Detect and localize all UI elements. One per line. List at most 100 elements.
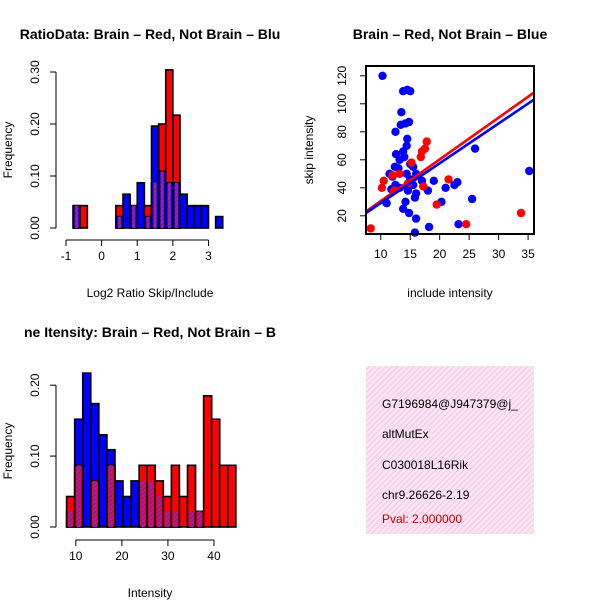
intensity-scatter-xlabel: include intensity — [407, 286, 492, 300]
bar-overlap — [197, 511, 202, 527]
y-tick-label: 100 — [335, 93, 349, 113]
bar-overlap — [146, 216, 150, 228]
bar-overlap — [75, 205, 79, 228]
bar-overlap — [92, 480, 97, 527]
p-value: Pval: 2.000000 — [382, 512, 462, 526]
bar-overlap — [141, 480, 146, 527]
point-blue — [396, 120, 405, 129]
point-red — [444, 175, 453, 184]
bar-blue — [122, 193, 131, 229]
y-tick-label: 120 — [335, 65, 349, 85]
bar-red — [178, 495, 189, 528]
ratio-histogram-ylabel: Frequency — [1, 122, 15, 179]
y-tick-label: 20 — [335, 209, 349, 223]
bar-blue — [130, 480, 140, 528]
x-tick-label: 35 — [521, 247, 535, 261]
bar-overlap — [174, 182, 178, 228]
point-blue — [404, 117, 414, 127]
gene-name: C030018L16Rik — [382, 458, 469, 472]
ratio-histogram-axes: -1 0 1 2 3 0.00 0.10 0.20 0.30 — [28, 60, 212, 263]
point-blue — [424, 222, 434, 232]
x-tick-label: -1 — [61, 249, 72, 263]
bar-blue — [98, 434, 108, 528]
bar-overlap — [117, 216, 121, 228]
bar-red — [226, 464, 237, 528]
point-red — [388, 171, 397, 180]
ratio-histogram: RatioData: Brain – Red, Not Brain – Blu … — [1, 26, 280, 300]
x-tick-label: 25 — [462, 247, 476, 261]
bar-overlap — [68, 511, 73, 527]
ratio-histogram-xlabel: Log2 Ratio Skip/Include — [87, 286, 214, 300]
ratio-histogram-bars — [72, 69, 224, 229]
point-blue — [401, 197, 410, 206]
bar-blue — [193, 204, 203, 229]
bar-overlap — [153, 182, 157, 228]
point-red — [432, 200, 441, 209]
y-tick-label: 0.10 — [28, 164, 42, 188]
point-blue — [403, 134, 412, 143]
point-blue — [450, 180, 459, 190]
x-tick-label: 40 — [207, 549, 221, 563]
point-blue — [395, 155, 404, 164]
y-tick-label: 40 — [335, 181, 349, 195]
bar-overlap — [167, 182, 171, 228]
point-blue — [391, 127, 400, 136]
x-tick-label: 15 — [404, 247, 418, 261]
x-tick-label: 20 — [115, 549, 129, 563]
bar-overlap — [76, 465, 81, 527]
y-tick-label: 0.10 — [28, 444, 42, 468]
y-tick-label: 0.00 — [28, 515, 42, 539]
y-tick-label: 0.00 — [28, 216, 42, 240]
intensity-scatter-axes: 10 15 20 25 30 35 20 40 60 80 100 120 — [335, 65, 535, 261]
point-red — [407, 158, 416, 167]
point-blue — [410, 228, 420, 237]
bar-overlap — [132, 205, 136, 228]
point-red — [377, 183, 387, 192]
point-blue — [429, 176, 438, 185]
point-red — [516, 208, 526, 218]
fit-line-red — [365, 91, 535, 213]
bar-overlap — [173, 511, 178, 527]
point-blue — [398, 87, 408, 96]
intensity-histogram-ylabel: Frequency — [1, 423, 15, 480]
point-blue — [470, 144, 480, 153]
bar-blue — [81, 372, 92, 528]
intensity-histogram-title: ne Itensity: Brain – Red, Not Brain – B — [24, 324, 276, 340]
point-red — [366, 224, 375, 233]
point-blue — [378, 71, 387, 81]
x-tick-label: 10 — [69, 549, 83, 563]
bar-blue — [214, 215, 224, 229]
point-red — [379, 176, 388, 185]
info-panel-background — [366, 366, 534, 534]
bar-overlap — [189, 511, 194, 527]
bar-red — [79, 204, 89, 229]
point-blue — [397, 108, 406, 117]
bar-blue — [122, 495, 132, 528]
intensity-histogram-xlabel: Intensity — [128, 586, 173, 600]
x-tick-label: 10 — [374, 247, 388, 261]
point-red — [462, 220, 471, 229]
bar-red — [218, 464, 229, 528]
intensity-scatter: Brain – Red, Not Brain – Blue include in… — [302, 26, 547, 300]
point-blue — [411, 214, 421, 223]
y-tick-label: 60 — [335, 153, 349, 167]
point-red — [416, 152, 426, 162]
point-blue — [410, 193, 420, 202]
x-tick-label: 30 — [492, 247, 506, 261]
point-blue — [406, 87, 415, 96]
intensity-scatter-ylabel: skip intensity — [302, 116, 316, 185]
bar-blue — [179, 193, 188, 229]
bar-blue — [136, 181, 146, 229]
point-red — [418, 182, 428, 191]
point-blue — [525, 166, 534, 176]
x-tick-label: 30 — [161, 549, 175, 563]
point-blue — [467, 194, 477, 204]
intensity-histogram-bars — [65, 372, 237, 528]
bar-blue — [186, 204, 196, 229]
bar-overlap — [157, 496, 162, 527]
plot-frame — [365, 65, 535, 235]
intensity-scatter-title: Brain – Red, Not Brain – Blue — [353, 26, 548, 42]
point-blue — [403, 186, 413, 195]
info-panel: G7196984@J947379@j_ altMutEx C030018L16R… — [366, 366, 534, 534]
bar-blue — [200, 204, 210, 229]
